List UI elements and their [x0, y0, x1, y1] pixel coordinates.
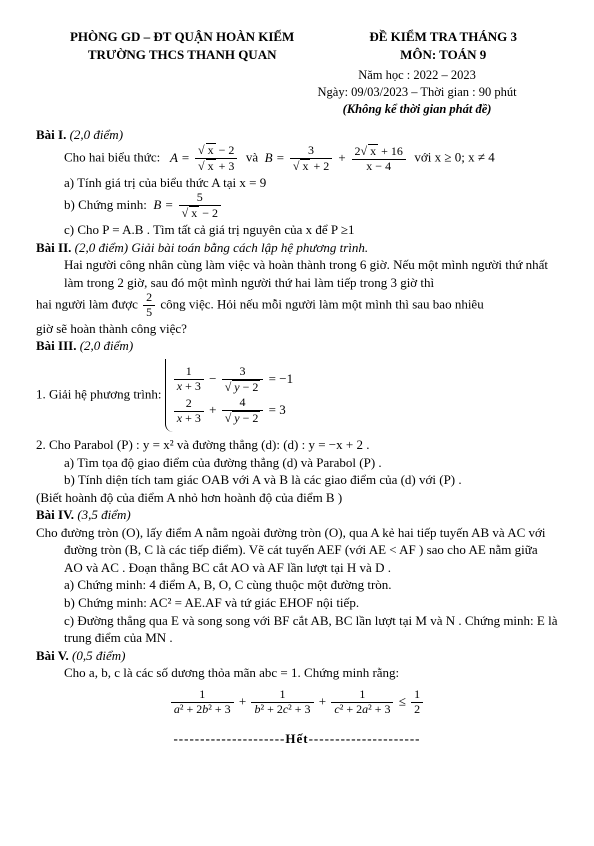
bai2-p3: giờ sẽ hoàn thành công việc? [36, 320, 558, 338]
bai4-points: (3,5 điểm) [77, 507, 130, 522]
bai3-q2b: b) Tính diện tích tam giác OAB với A và … [36, 471, 558, 489]
bai1-intro-line: Cho hai biểu thức: A = √x − 2√x + 3 và B… [64, 143, 558, 174]
bai4-b: b) Chứng minh: AC² = AE.AF và tứ giác EH… [36, 594, 558, 612]
frac-2-5: 25 [143, 291, 155, 320]
sys-row-2: 2x + 3 + 4√y − 2 = 3 [172, 396, 293, 426]
bai3-q1: 1. Giải hệ phương trình: [36, 386, 162, 401]
bai4-a: a) Chứng minh: 4 điểm A, B, O, C cùng th… [36, 576, 558, 594]
bai1-title: Bài I. [36, 127, 66, 142]
note-line: (Không kể thời gian phát đề) [276, 101, 558, 118]
bai5-title: Bài V. [36, 648, 69, 663]
bai5-inequality: 1a² + 2b² + 3 + 1b² + 2c² + 3 + 1c² + 2a… [36, 688, 558, 717]
bai1-a: a) Tính giá trị của biểu thức A tại x = … [64, 174, 558, 192]
bai3-q1-line: 1. Giải hệ phương trình: 1x + 3 − 3√y − … [36, 355, 558, 436]
bai-5: Bài V. (0,5 điểm) Cho a, b, c là các số … [36, 647, 558, 717]
bai3-points: (2,0 điểm) [80, 338, 133, 353]
header-meta: Năm học : 2022 – 2023 Ngày: 09/03/2023 –… [276, 67, 558, 118]
bai2-points: (2,0 điểm) Giải bài toán bằng cách lập h… [75, 240, 369, 255]
bai3-q2a: a) Tìm tọa độ giao điểm của đường thẳng … [36, 454, 558, 472]
dept-line: PHÒNG GD – ĐT QUẬN HOÀN KIẾM [36, 28, 328, 46]
exam-title: ĐỀ KIỂM TRA THÁNG 3 [328, 28, 558, 46]
bai2-p1: Hai người công nhân cùng làm việc và hoà… [36, 256, 558, 291]
expr-A: A = √x − 2√x + 3 [170, 150, 243, 165]
bai4-c: c) Đường thẳng qua E và song song với BF… [36, 612, 558, 647]
bai2-p2b: công việc. Hỏi nếu mỗi người làm một mìn… [160, 296, 483, 311]
bai1-body: Cho hai biểu thức: A = √x − 2√x + 3 và B… [36, 143, 558, 238]
bai3-title: Bài III. [36, 338, 76, 353]
exam-page: PHÒNG GD – ĐT QUẬN HOÀN KIẾM TRƯỜNG THCS… [0, 0, 594, 846]
year-line: Năm học : 2022 – 2023 [276, 67, 558, 84]
bai-2: Bài II. (2,0 điểm) Giải bài toán bằng cá… [36, 239, 558, 338]
bai1-b-line: b) Chứng minh: B = 5√x − 2 [64, 191, 558, 221]
bai2-p2a: hai người làm được [36, 296, 138, 311]
bai-3: Bài III. (2,0 điểm) 1. Giải hệ phương tr… [36, 337, 558, 506]
bai4-title: Bài IV. [36, 507, 74, 522]
bai1-points: (2,0 điểm) [70, 127, 123, 142]
school-line: TRƯỜNG THCS THANH QUAN [36, 46, 328, 64]
bai3-q2: 2. Cho Parabol (P) : y = x² và đường thẳ… [36, 436, 558, 454]
bai3-q2note: (Biết hoành độ của điểm A nhỏ hơn hoành … [36, 489, 558, 507]
bai5-p1: Cho a, b, c là các số dương thỏa mãn abc… [36, 664, 558, 682]
expr-B2: B = 5√x − 2 [153, 197, 223, 212]
bai2-p2-line: hai người làm được 25 công việc. Hỏi nếu… [36, 291, 558, 320]
bai5-points: (0,5 điểm) [72, 648, 125, 663]
bai1-intro: Cho hai biểu thức: [64, 150, 160, 165]
header-left: PHÒNG GD – ĐT QUẬN HOÀN KIẾM TRƯỜNG THCS… [36, 28, 328, 63]
bai1-b: b) Chứng minh: [64, 197, 147, 212]
bai2-title: Bài II. [36, 240, 71, 255]
equation-system: 1x + 3 − 3√y − 2 = −1 2x + 3 + 4√y − 2 =… [165, 359, 293, 432]
bai4-p1: Cho đường tròn (O), lấy điểm A nằm ngoài… [36, 524, 558, 577]
bai1-cond: với x ≥ 0; x ≠ 4 [414, 150, 494, 165]
bai-1: Bài I. (2,0 điểm) Cho hai biểu thức: A =… [36, 126, 558, 239]
bai-4: Bài IV. (3,5 điểm) Cho đường tròn (O), l… [36, 506, 558, 646]
expr-B: B = 3√x + 2 + 2√x + 16x − 4 [265, 150, 412, 165]
header: PHÒNG GD – ĐT QUẬN HOÀN KIẾM TRƯỜNG THCS… [36, 28, 558, 63]
date-line: Ngày: 09/03/2023 – Thời gian : 90 phút [276, 84, 558, 101]
header-right: ĐỀ KIỂM TRA THÁNG 3 MÔN: TOÁN 9 [328, 28, 558, 63]
subject-line: MÔN: TOÁN 9 [328, 46, 558, 64]
footer: ---------------------Hết----------------… [36, 730, 558, 748]
bai1-c: c) Cho P = A.B . Tìm tất cả giá trị nguy… [64, 221, 558, 239]
sys-row-1: 1x + 3 − 3√y − 2 = −1 [172, 365, 293, 395]
